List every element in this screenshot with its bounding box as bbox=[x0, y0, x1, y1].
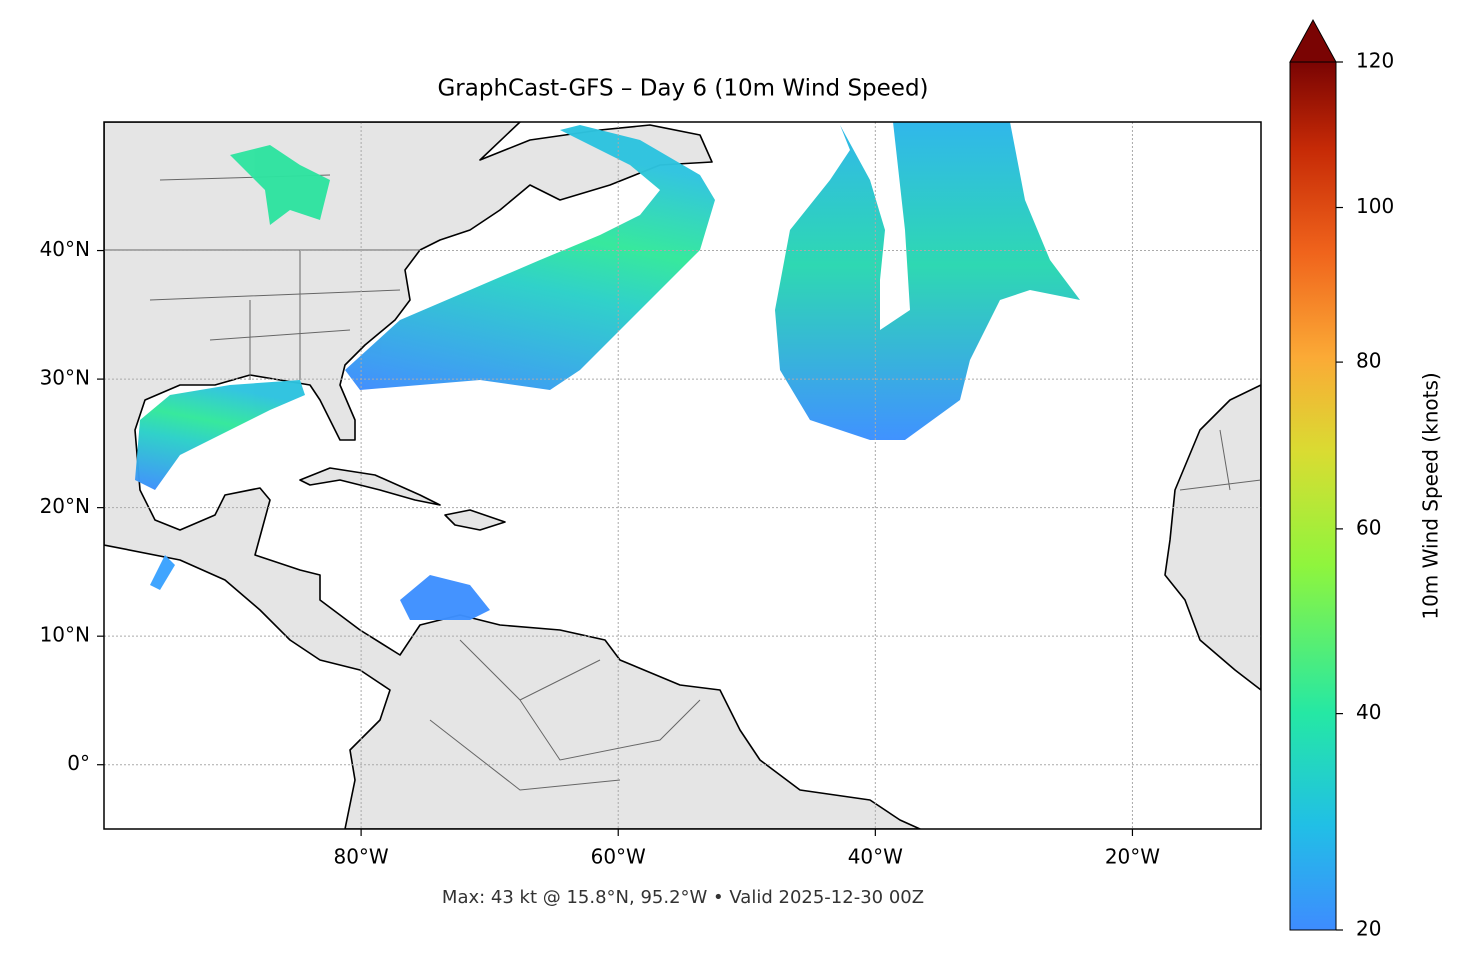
x-tick-label: 60°W bbox=[591, 845, 646, 869]
y-tick-label: 40°N bbox=[40, 237, 90, 261]
cuba bbox=[299, 467, 441, 506]
hispaniola bbox=[444, 509, 506, 531]
y-tick-label: 30°N bbox=[40, 366, 90, 390]
colorbar-tick-label: 40 bbox=[1356, 700, 1381, 724]
colorbar-extend bbox=[1289, 18, 1337, 63]
americas bbox=[104, 122, 921, 829]
grid bbox=[104, 122, 1261, 829]
x-tick-label: 80°W bbox=[333, 845, 388, 869]
y-tick-label: 0° bbox=[67, 751, 90, 775]
colorbar-tick-label: 60 bbox=[1356, 515, 1381, 539]
y-tick-label: 10°N bbox=[40, 623, 90, 647]
y-tick-label: 20°N bbox=[40, 494, 90, 518]
x-tick-label: 40°W bbox=[848, 845, 903, 869]
colorbar-tick-label: 80 bbox=[1356, 349, 1381, 373]
colorbar-tick-label: 120 bbox=[1356, 49, 1394, 73]
africa bbox=[1164, 384, 1261, 691]
plot-frame bbox=[103, 121, 1262, 830]
caption: Max: 43 kt @ 15.8°N, 95.2°W • Valid 2025… bbox=[442, 887, 924, 908]
colorbar-tick-label: 20 bbox=[1356, 917, 1381, 941]
colorbar bbox=[1289, 61, 1337, 931]
x-tick-label: 20°W bbox=[1105, 845, 1160, 869]
wind-swaths bbox=[135, 122, 1080, 620]
colorbar-label: 10m Wind Speed (knots) bbox=[1419, 372, 1443, 619]
borders bbox=[104, 174, 1261, 791]
map-area bbox=[104, 122, 1261, 829]
colorbar-tick-label: 100 bbox=[1356, 194, 1394, 218]
chart-title: GraphCast-GFS – Day 6 (10m Wind Speed) bbox=[437, 76, 928, 102]
